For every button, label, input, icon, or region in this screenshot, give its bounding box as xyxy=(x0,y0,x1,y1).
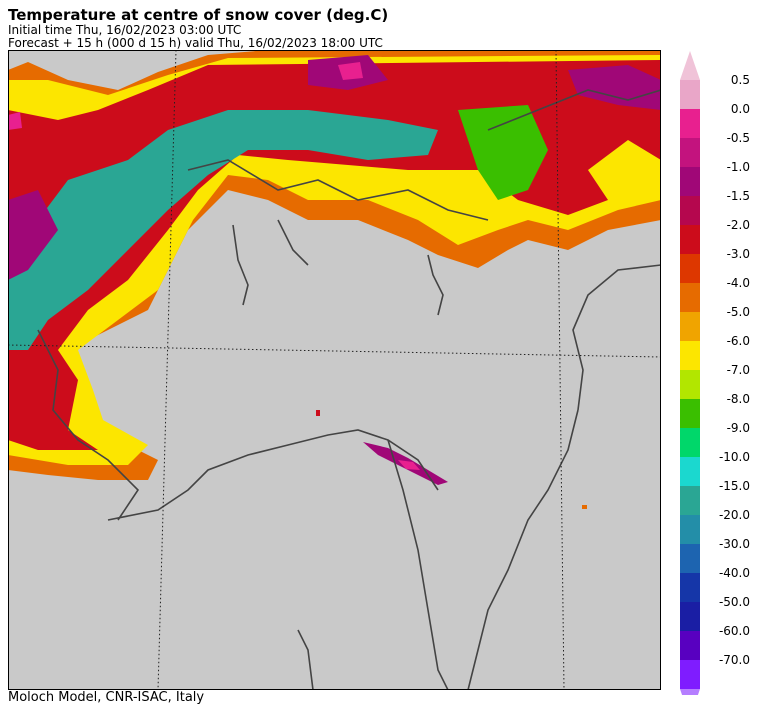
legend-swatch xyxy=(680,515,700,544)
graticule xyxy=(8,50,661,690)
legend-label: -20.0 xyxy=(719,508,750,522)
legend-swatch xyxy=(680,225,700,254)
legend-swatch xyxy=(680,341,700,370)
legend-label: -9.0 xyxy=(727,421,750,435)
model-credit: Moloch Model, CNR-ISAC, Italy xyxy=(8,690,205,705)
legend-label: -50.0 xyxy=(719,595,750,609)
snow-band-green xyxy=(458,105,548,200)
legend-swatch xyxy=(680,573,700,602)
legend-label: -3.0 xyxy=(727,247,750,261)
snow-band-teal xyxy=(8,110,438,350)
chart-title: Temperature at centre of snow cover (deg… xyxy=(8,6,389,24)
legend-label: -8.0 xyxy=(727,392,750,406)
legend-label: -4.0 xyxy=(727,276,750,290)
coastline-tyrrhenian xyxy=(387,439,449,690)
lake-maggiore xyxy=(232,224,249,306)
border-swiss-italy xyxy=(187,159,489,221)
legend-label: -2.0 xyxy=(727,218,750,232)
colorbar-legend: 0.5 0.0 -0.5 -1.0 -1.5 -2.0 -3.0 -4.0 -5.0 -6.0 -7… xyxy=(680,51,750,695)
legend-swatch xyxy=(680,109,700,138)
borders xyxy=(37,89,661,690)
snow-band-magenta xyxy=(8,55,661,280)
snow-temperature-map xyxy=(8,50,661,690)
legend-swatch xyxy=(680,602,700,631)
legend-label: -15.0 xyxy=(719,479,750,493)
legend-swatch xyxy=(680,399,700,428)
legend-swatch xyxy=(680,283,700,312)
border-austria-italy xyxy=(487,89,661,131)
corsica-hint xyxy=(297,629,314,690)
legend-swatch xyxy=(680,428,700,457)
legend-label: 0.5 xyxy=(731,73,750,87)
legend-label: 0.0 xyxy=(731,102,750,116)
border-france-italy xyxy=(37,329,140,521)
legend-swatch xyxy=(680,167,700,196)
legend-swatch xyxy=(680,138,700,167)
legend-label: -7.0 xyxy=(727,363,750,377)
legend-swatch xyxy=(680,544,700,573)
legend-swatch xyxy=(680,370,700,399)
coastline-adriatic xyxy=(467,409,579,690)
legend-label: -30.0 xyxy=(719,537,750,551)
legend-label: -1.0 xyxy=(727,160,750,174)
snow-field xyxy=(8,50,661,480)
legend-swatch xyxy=(680,312,700,341)
parallel-line xyxy=(8,344,661,358)
meridian-line-west xyxy=(157,50,177,690)
coastline-ligurian xyxy=(107,429,439,521)
legend-swatch xyxy=(680,196,700,225)
legend-label: -70.0 xyxy=(719,653,750,667)
initial-time: Initial time Thu, 16/02/2023 03:00 UTC xyxy=(8,23,242,37)
legend-swatch xyxy=(680,486,700,515)
legend-swatch xyxy=(680,254,700,283)
coastline-northern-adriatic xyxy=(572,264,661,411)
lake-como xyxy=(277,219,309,266)
legend-swatch xyxy=(680,457,700,486)
legend-label: -60.0 xyxy=(719,624,750,638)
apennine-snow-accent xyxy=(398,460,420,470)
legend-label: -1.5 xyxy=(727,189,750,203)
legend-label: -0.5 xyxy=(727,131,750,145)
legend-label: -6.0 xyxy=(727,334,750,348)
legend-swatch xyxy=(680,80,700,109)
legend-label: -5.0 xyxy=(727,305,750,319)
legend-label: -40.0 xyxy=(719,566,750,580)
lake-garda xyxy=(427,254,444,316)
meridian-line-east xyxy=(555,50,565,690)
apennine-snow-speck xyxy=(316,410,320,416)
legend-swatch xyxy=(680,660,700,689)
legend-swatch xyxy=(680,631,700,660)
legend-label: -10.0 xyxy=(719,450,750,464)
apennine-snow-speck-2 xyxy=(582,505,587,509)
legend-top-arrow xyxy=(680,51,700,80)
map-frame xyxy=(8,50,661,690)
legend-bottom-arrow xyxy=(680,689,700,695)
forecast-valid: Forecast + 15 h (000 d 15 h) valid Thu, … xyxy=(8,36,383,50)
